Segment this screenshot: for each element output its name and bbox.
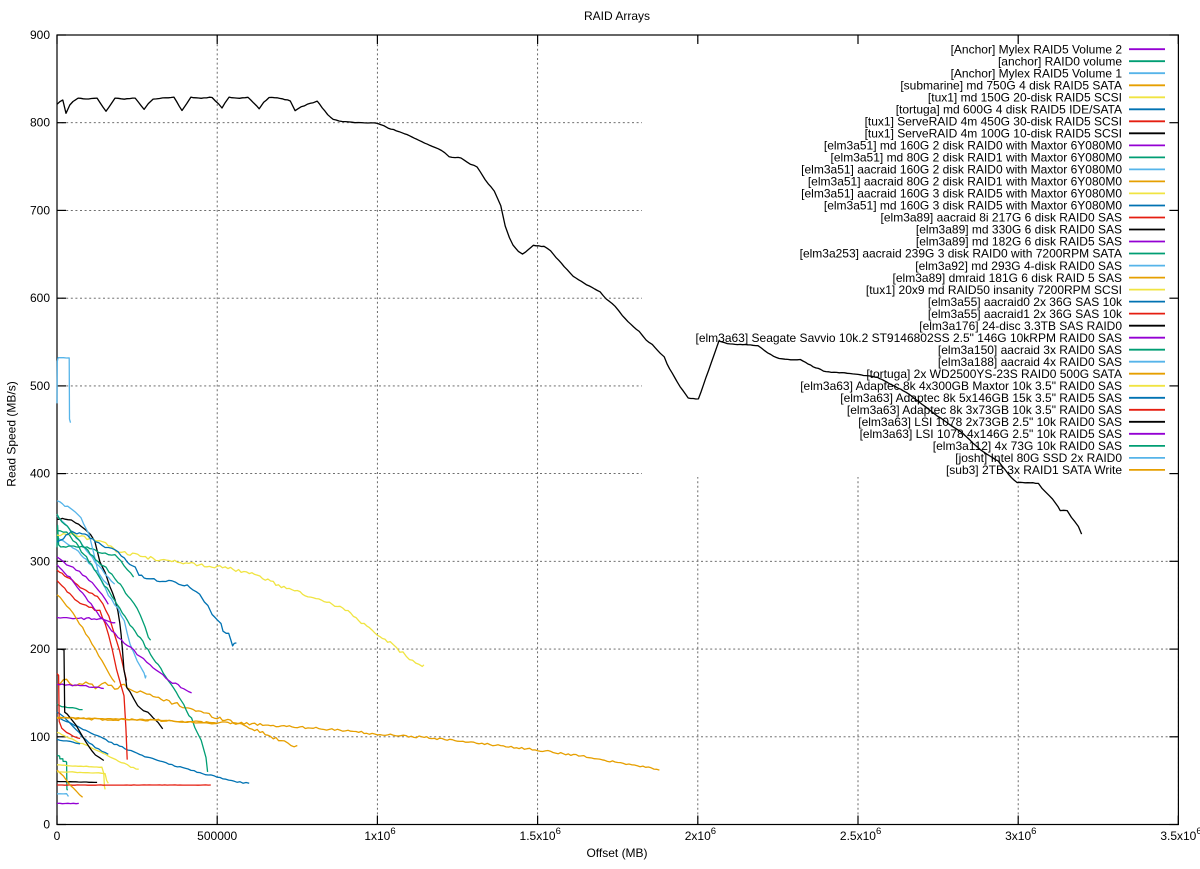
svg-text:[tux1] md 150G 20-disk RAID5 S: [tux1] md 150G 20-disk RAID5 SCSI [928,91,1122,105]
svg-text:[elm3a51] aacraid 160G 2 disk: [elm3a51] aacraid 160G 2 disk RAID0 with… [801,163,1122,177]
svg-text:300: 300 [30,554,50,568]
svg-text:0: 0 [54,829,61,843]
svg-text:[josht] Intel 80G SSD 2x RAID0: [josht] Intel 80G SSD 2x RAID0 [955,451,1122,465]
svg-text:[tortuga] 2x WD2500YS-23S RAID: [tortuga] 2x WD2500YS-23S RAID0 500G SAT… [866,367,1122,381]
svg-text:3x106: 3x106 [1005,826,1036,843]
svg-text:2.5x106: 2.5x106 [840,826,881,843]
svg-text:[elm3a63] Adaptec 8k 3x73GB 10: [elm3a63] Adaptec 8k 3x73GB 10k 3.5" RAI… [847,403,1122,417]
svg-text:[Anchor] Mylex RAID5 Volume 2: [Anchor] Mylex RAID5 Volume 2 [951,42,1123,56]
svg-text:[elm3a51] md 160G 2 disk RAID0: [elm3a51] md 160G 2 disk RAID0 with Maxt… [824,139,1122,153]
svg-text:[anchor] RAID0 volume: [anchor] RAID0 volume [998,54,1122,68]
svg-text:[tortuga] md 600G 4 disk RAID5: [tortuga] md 600G 4 disk RAID5 IDE/SATA [896,103,1122,117]
svg-text:900: 900 [30,28,50,42]
svg-text:800: 800 [30,116,50,130]
svg-text:[elm3a92] md 293G 4-disk RAID0: [elm3a92] md 293G 4-disk RAID0 SAS [915,259,1122,273]
svg-text:600: 600 [30,291,50,305]
svg-text:0: 0 [43,818,50,832]
svg-text:[elm3a63] LSI 1078 4x146G 2.5": [elm3a63] LSI 1078 4x146G 2.5" 10k RAID5… [860,427,1122,441]
svg-text:[elm3a63] Seagate Savvio 10k.2: [elm3a63] Seagate Savvio 10k.2 ST9146802… [695,331,1122,345]
svg-text:3.5x106: 3.5x106 [1160,826,1200,843]
svg-text:2x106: 2x106 [685,826,716,843]
svg-text:[elm3a188] aacraid 4x RAID0 SA: [elm3a188] aacraid 4x RAID0 SAS [938,355,1122,369]
svg-text:[tux1] 20x9 md RAID50 insanity: [tux1] 20x9 md RAID50 insanity 7200RPM S… [866,283,1122,297]
svg-text:[elm3a51] aacraid 80G 2 disk R: [elm3a51] aacraid 80G 2 disk RAID1 with … [808,175,1122,189]
svg-text:500: 500 [30,379,50,393]
svg-text:1.5x106: 1.5x106 [520,826,561,843]
svg-text:[elm3a89] md 330G 6 disk RAID0: [elm3a89] md 330G 6 disk RAID0 SAS [916,223,1122,237]
svg-text:500000: 500000 [197,829,237,843]
svg-text:[submarine] md 750G 4 disk RAI: [submarine] md 750G 4 disk RAID5 SATA [900,79,1122,93]
svg-text:[elm3a55] aacraid1 2x 36G SAS: [elm3a55] aacraid1 2x 36G SAS 10k [928,307,1123,321]
svg-text:[elm3a55] aacraid0 2x 36G SAS: [elm3a55] aacraid0 2x 36G SAS 10k [928,295,1123,309]
svg-text:[elm3a150] aacraid 3x RAID0 SA: [elm3a150] aacraid 3x RAID0 SAS [938,343,1122,357]
svg-text:400: 400 [30,467,50,481]
svg-text:[elm3a63] Adaptec 8k 4x300GB M: [elm3a63] Adaptec 8k 4x300GB Maxtor 10k … [800,379,1122,393]
svg-text:[elm3a51] md 80G 2 disk RAID1: [elm3a51] md 80G 2 disk RAID1 with Maxto… [831,151,1123,165]
svg-text:700: 700 [30,203,50,217]
svg-text:[tux1] ServeRAID 4m 100G 10-di: [tux1] ServeRAID 4m 100G 10-disk RAID5 S… [865,127,1122,141]
svg-text:Read Speed (MB/s): Read Speed (MB/s) [5,381,19,486]
svg-text:[elm3a51] aacraid 160G 3 disk: [elm3a51] aacraid 160G 3 disk RAID5 with… [801,187,1122,201]
svg-text:[elm3a89] aacraid 8i 217G 6 di: [elm3a89] aacraid 8i 217G 6 disk RAID0 S… [881,211,1122,225]
svg-text:[tux1] ServeRAID 4m 450G 30-di: [tux1] ServeRAID 4m 450G 30-disk RAID5 S… [865,115,1122,129]
svg-text:[elm3a253] aacraid 239G 3 disk: [elm3a253] aacraid 239G 3 disk RAID0 wit… [800,247,1122,261]
svg-text:Offset (MB): Offset (MB) [586,846,647,860]
svg-text:[elm3a89] dmraid 181G 6 disk R: [elm3a89] dmraid 181G 6 disk RAID 5 SAS [893,271,1122,285]
svg-text:[elm3a63] LSI 1078 2x73GB 2.5": [elm3a63] LSI 1078 2x73GB 2.5" 10k RAID0… [858,415,1122,429]
svg-text:100: 100 [30,730,50,744]
svg-text:[Anchor] Mylex RAID5 Volume 1: [Anchor] Mylex RAID5 Volume 1 [951,66,1123,80]
svg-text:200: 200 [30,642,50,656]
svg-text:[elm3a51] md 160G 3 disk RAID5: [elm3a51] md 160G 3 disk RAID5 with Maxt… [824,199,1122,213]
svg-text:RAID Arrays: RAID Arrays [584,9,650,23]
svg-text:[elm3a63] Adaptec 8k 5x146GB 1: [elm3a63] Adaptec 8k 5x146GB 15k 3.5" RA… [840,391,1122,405]
svg-text:[sub3] 2TB 3x RAID1 SATA Write: [sub3] 2TB 3x RAID1 SATA Write [946,463,1122,477]
svg-text:[elm3a89] md 182G 6 disk RAID5: [elm3a89] md 182G 6 disk RAID5 SAS [916,235,1122,249]
svg-text:1x106: 1x106 [364,826,395,843]
svg-text:[elm3a176] 24-disc 3.3TB SAS R: [elm3a176] 24-disc 3.3TB SAS RAID0 [919,319,1122,333]
svg-text:[elm3a112] 4x 73G 10k RAID0 SA: [elm3a112] 4x 73G 10k RAID0 SAS [933,439,1122,453]
